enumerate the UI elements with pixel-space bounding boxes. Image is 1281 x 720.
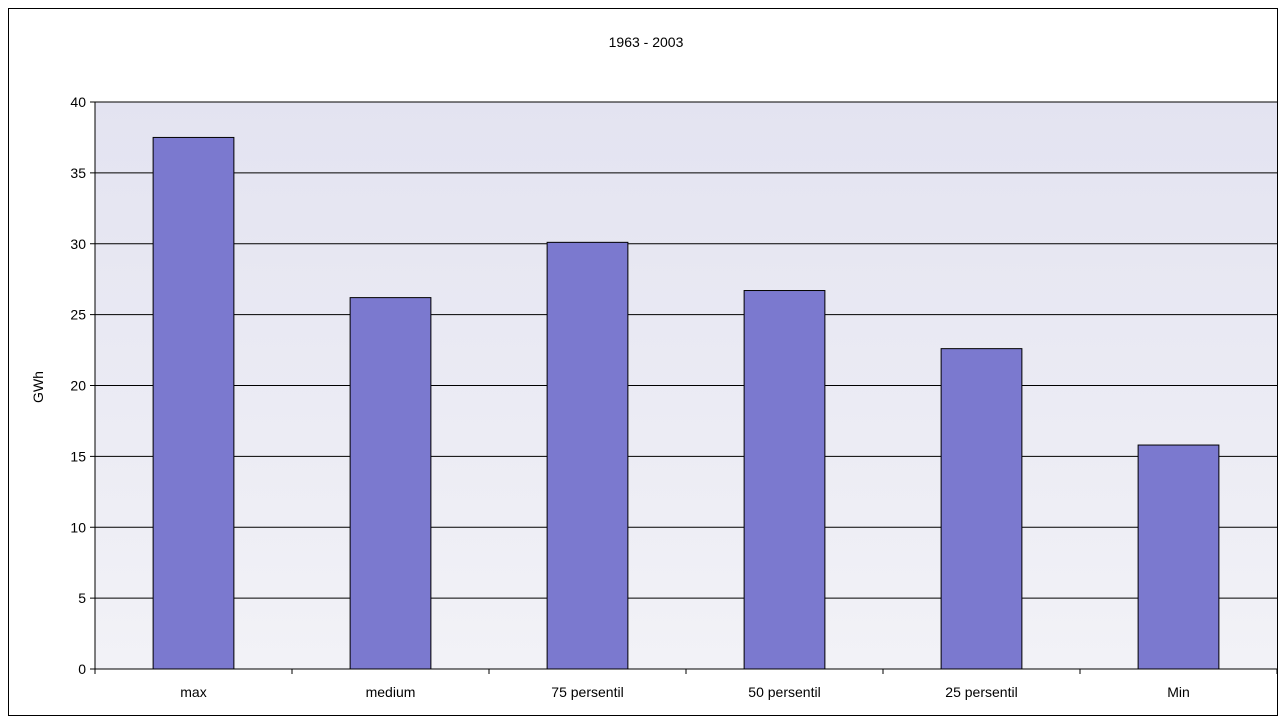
- x-tick-label: Min: [1167, 684, 1190, 700]
- y-tick-label: 10: [70, 519, 86, 535]
- y-tick-label: 30: [70, 236, 86, 252]
- chart-frame: 1963 - 2003 GWh 0 5 10 15 20 25 30 35 40 max medi…: [8, 8, 1278, 716]
- bars: [152, 136, 1220, 670]
- y-tick-label: 35: [70, 165, 86, 181]
- bar: [743, 290, 826, 670]
- bar: [152, 136, 235, 670]
- chart-title: 1963 - 2003: [609, 34, 684, 50]
- bar: [1137, 444, 1220, 670]
- y-tick-label: 25: [70, 307, 86, 323]
- axes: [90, 101, 1278, 674]
- y-axis-label: GWh: [30, 371, 46, 403]
- x-tick-label: 50 persentil: [748, 684, 820, 700]
- y-tick-labels: 0 5 10 15 20 25 30 35 40: [70, 94, 86, 677]
- x-tick-label: medium: [366, 684, 416, 700]
- y-tick-label: 0: [78, 661, 86, 677]
- y-tick-label: 15: [70, 448, 86, 464]
- bar: [546, 241, 629, 670]
- x-tick-label: 75 persentil: [551, 684, 623, 700]
- y-tick-label: 40: [70, 94, 86, 110]
- gridlines: [95, 101, 1277, 599]
- y-tick-label: 5: [78, 590, 86, 606]
- x-tick-label: 25 persentil: [945, 684, 1017, 700]
- x-tick-labels: max medium 75 persentil 50 persentil 25 pers…: [180, 684, 1190, 700]
- bar: [349, 297, 432, 670]
- y-tick-label: 20: [70, 378, 86, 394]
- x-tick-label: max: [180, 684, 206, 700]
- bar: [940, 348, 1023, 670]
- bar-chart: 1963 - 2003 GWh 0 5 10 15 20 25 30 35 40 max medi…: [30, 34, 1278, 700]
